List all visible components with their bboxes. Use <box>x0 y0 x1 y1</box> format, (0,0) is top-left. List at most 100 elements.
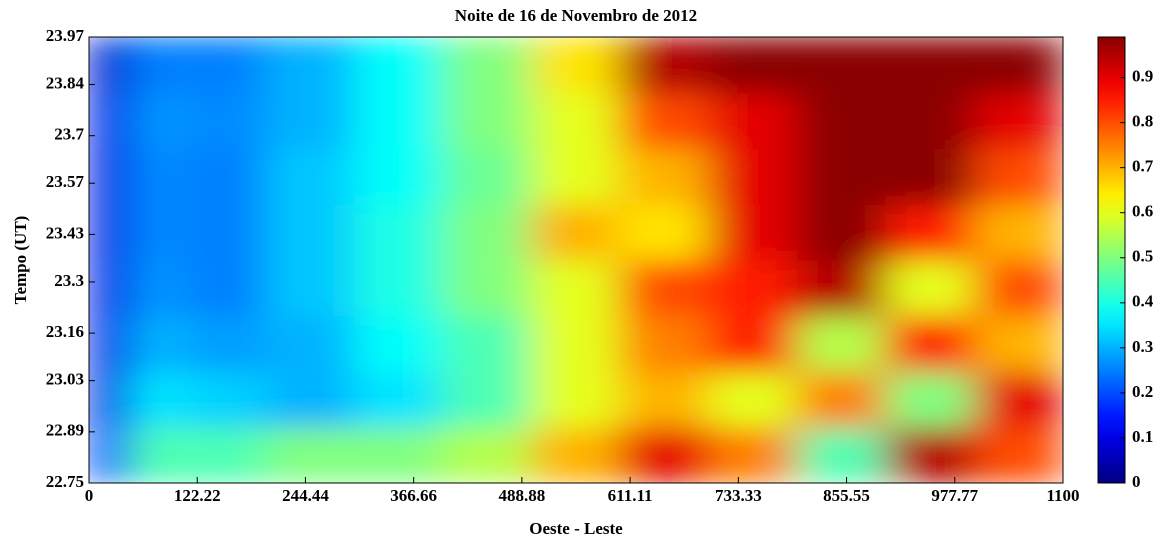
heatmap-cell <box>531 371 621 428</box>
heatmap-cell <box>265 315 356 372</box>
heatmap-cell <box>796 259 887 317</box>
heatmap-cell <box>796 371 887 428</box>
heatmap-cell <box>128 426 190 483</box>
heatmap-cell <box>265 148 356 205</box>
heatmap-cell <box>708 203 798 261</box>
heatmap-cell <box>188 426 267 483</box>
heatmap-cell <box>708 92 798 149</box>
chart-title: Noite de 16 de Novembro de 2012 <box>455 6 697 25</box>
colorbar-tick-label: 0.1 <box>1132 427 1153 446</box>
y-tick-label: 23.97 <box>46 26 85 45</box>
heatmap-cell <box>128 92 190 149</box>
heatmap-cell <box>796 426 887 483</box>
heatmap-cell <box>708 426 798 483</box>
heatmap-cell <box>128 203 190 261</box>
heatmap-cell <box>708 371 798 428</box>
heatmap-cell <box>619 148 710 205</box>
heatmap-cell <box>973 315 1063 372</box>
heatmap-cell <box>128 371 190 428</box>
heatmap-cell <box>128 148 190 205</box>
heatmap-cell <box>619 259 710 317</box>
heatmap-cell <box>188 148 267 205</box>
heatmap-cell <box>354 203 444 261</box>
heatmap-cell <box>265 37 356 94</box>
heatmap-cell <box>796 148 887 205</box>
heatmap-cell <box>973 148 1063 205</box>
colorbar-tick-label: 0.4 <box>1132 292 1154 311</box>
heatmap-cell <box>265 371 356 428</box>
heatmap-cell <box>265 426 356 483</box>
colorbar <box>1097 36 1126 484</box>
x-tick-label: 611.11 <box>608 486 653 505</box>
heatmap-cell <box>531 148 621 205</box>
x-tick-label: 733.33 <box>715 486 762 505</box>
heatmap-cell <box>128 315 190 372</box>
heatmap-cell <box>442 203 533 261</box>
heatmap-cell <box>188 37 267 94</box>
heatmap-cell <box>885 371 975 428</box>
heatmap-cell <box>89 148 130 205</box>
heatmap-cell <box>531 426 621 483</box>
plot-area <box>89 37 1063 483</box>
heatmap-cell <box>885 315 975 372</box>
heatmap-cell <box>442 92 533 149</box>
y-tick-label: 23.16 <box>46 322 84 341</box>
colorbar-tick-label: 0.6 <box>1132 202 1153 221</box>
heatmap-cell <box>89 37 130 94</box>
heatmap-cell <box>885 92 975 149</box>
heatmap-cell <box>188 259 267 317</box>
heatmap-cell <box>442 315 533 372</box>
colorbar-tick-label: 0.2 <box>1132 382 1153 401</box>
colorbar-tick-label: 0.9 <box>1132 66 1153 85</box>
heatmap-cell <box>796 37 887 94</box>
heatmap-cell <box>89 426 130 483</box>
heatmap-cell <box>89 92 130 149</box>
heatmap-cell <box>796 92 887 149</box>
heatmap-cell <box>531 37 621 94</box>
heatmap-cell <box>973 371 1063 428</box>
heatmap-cell <box>619 203 710 261</box>
heatmap-cell <box>531 203 621 261</box>
y-tick-label: 23.84 <box>46 73 85 92</box>
y-tick-label: 23.57 <box>46 172 85 191</box>
heatmap-cell <box>973 259 1063 317</box>
heatmap-cell <box>885 426 975 483</box>
heatmap-cell <box>619 371 710 428</box>
heatmap-cell <box>354 148 444 205</box>
heatmap-cell <box>531 315 621 372</box>
y-tick-label: 22.89 <box>46 421 84 440</box>
x-tick-label: 122.22 <box>174 486 221 505</box>
heatmap-cell <box>265 259 356 317</box>
heatmap-cell <box>128 37 190 94</box>
heatmap-cell <box>442 37 533 94</box>
heatmap-cells <box>89 37 1063 483</box>
heatmap-cell <box>708 315 798 372</box>
x-tick-label: 1100 <box>1046 486 1079 505</box>
heatmap-cell <box>188 315 267 372</box>
colorbar-tick-label: 0.3 <box>1132 337 1153 356</box>
heatmap-cell <box>354 371 444 428</box>
heatmap-cell <box>188 203 267 261</box>
heatmap-cell <box>885 259 975 317</box>
heatmap-cell <box>619 92 710 149</box>
heatmap-cell <box>265 92 356 149</box>
heatmap-cell <box>708 148 798 205</box>
heatmap-cell <box>188 371 267 428</box>
heatmap-cell <box>442 259 533 317</box>
colorbar-tick-label: 0.8 <box>1132 112 1153 131</box>
y-axis-label: Tempo (UT) <box>11 216 30 305</box>
plot-frame <box>88 36 1064 484</box>
x-tick-label: 855.55 <box>823 486 870 505</box>
x-tick-label: 0 <box>85 486 94 505</box>
heatmap-cell <box>442 148 533 205</box>
heatmap-cell <box>973 37 1063 94</box>
y-tick-label: 23.03 <box>46 370 84 389</box>
heatmap-cell <box>354 426 444 483</box>
y-tick-label: 23.43 <box>46 223 84 242</box>
heatmap-cell <box>89 315 130 372</box>
heatmap-cell <box>885 148 975 205</box>
heatmap-cell <box>885 37 975 94</box>
heatmap-cell <box>708 259 798 317</box>
y-tick-label: 22.75 <box>46 472 84 491</box>
heatmap-cell <box>973 92 1063 149</box>
